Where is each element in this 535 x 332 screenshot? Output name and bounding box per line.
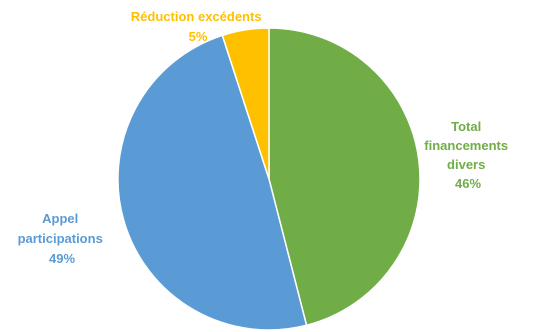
value-label: 5% <box>189 29 208 44</box>
label-appel-participations: Appel participations 49% <box>18 211 107 266</box>
label-line: divers <box>447 157 485 172</box>
label-line: Appel <box>42 211 78 226</box>
label-total-financements-divers: Total financements divers 46% <box>424 119 511 191</box>
pie-slice-reduction-excedents <box>221 27 270 180</box>
value-label: 46% <box>455 176 481 191</box>
pie-slices <box>117 27 421 331</box>
label-line: Réduction excédents <box>131 9 262 24</box>
label-line: participations <box>18 231 103 246</box>
label-line: financements <box>424 138 508 153</box>
label-line: Total <box>451 119 481 134</box>
value-label: 49% <box>49 251 75 266</box>
pie-slice-appel-participations <box>117 34 308 331</box>
label-reduction-excedents: Réduction excédents 5% <box>131 9 265 44</box>
pie-slice-total-financements-divers <box>268 27 421 327</box>
